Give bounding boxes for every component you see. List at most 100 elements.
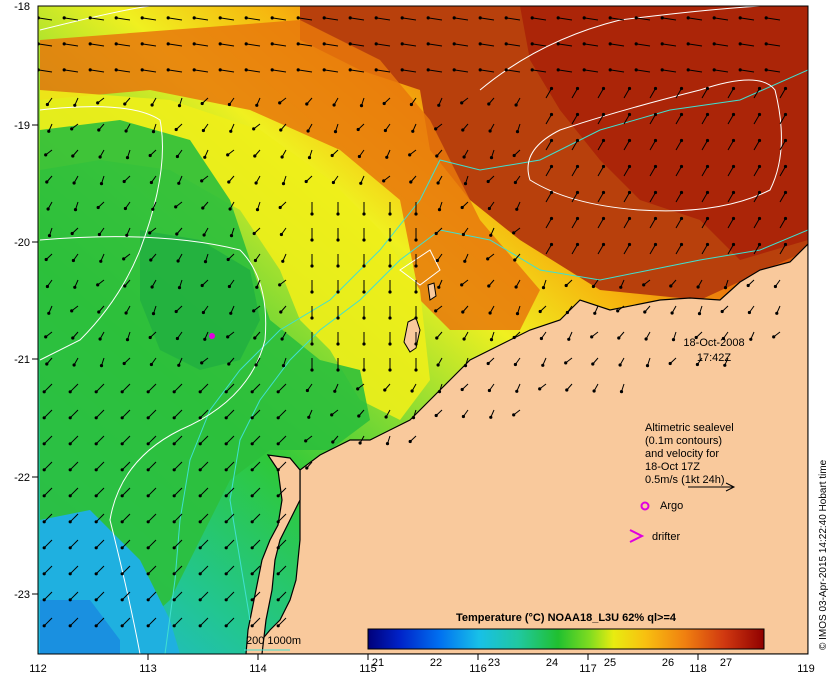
velocity-arrow	[545, 88, 552, 99]
velocity-arrow-head	[764, 42, 768, 46]
velocity-arrow	[147, 617, 157, 627]
velocity-arrow-head	[388, 316, 392, 320]
velocity-arrow-head	[515, 207, 519, 211]
velocity-arrow-head	[45, 362, 49, 366]
velocity-arrow-head	[489, 233, 493, 237]
velocity-arrow-head	[434, 413, 438, 418]
velocity-arrow-head	[426, 16, 430, 20]
velocity-arrow-head	[198, 416, 202, 420]
velocity-arrow-head	[252, 127, 256, 131]
velocity-arrow-head	[146, 442, 150, 446]
velocity-arrow-head	[434, 127, 438, 131]
velocity-arrow-head	[738, 16, 742, 20]
colorbar-label: 27	[720, 657, 732, 669]
velocity-arrow-head	[172, 546, 176, 550]
velocity-arrow-head	[434, 309, 438, 313]
lon-tick-label: 117	[579, 663, 597, 675]
velocity-arrow-head	[362, 238, 366, 242]
velocity-arrow	[251, 435, 261, 445]
velocity-arrow-head	[549, 138, 554, 143]
velocity-arrow	[558, 43, 573, 47]
velocity-arrow-head	[174, 309, 178, 314]
velocity-arrow-head	[749, 337, 753, 341]
velocity-arrow-head	[436, 363, 440, 367]
velocity-arrow	[142, 17, 157, 21]
velocity-arrow-head	[515, 389, 519, 393]
velocity-arrow	[649, 192, 656, 203]
velocity-arrow-head	[359, 104, 364, 108]
velocity-arrow-head	[68, 546, 72, 550]
velocity-arrow	[277, 461, 287, 471]
credit-text: © IMOS 03-Apr-2015 14:22:40 Hobart time	[818, 459, 829, 650]
velocity-arrow-head	[253, 154, 257, 158]
velocity-arrow	[753, 140, 760, 151]
velocity-arrow-head	[411, 416, 416, 420]
velocity-arrow-head	[94, 546, 98, 550]
velocity-arrow-head	[591, 362, 595, 366]
velocity-arrow-head	[73, 208, 78, 212]
velocity-arrow	[675, 140, 682, 151]
velocity-arrow	[688, 43, 703, 47]
velocity-arrow-head	[150, 103, 154, 107]
velocity-arrow-head	[564, 283, 568, 288]
velocity-arrow-head	[198, 520, 202, 524]
velocity-arrow-head	[362, 212, 366, 216]
velocity-arrow	[571, 140, 578, 151]
velocity-arrow	[173, 435, 183, 445]
velocity-arrow-head	[42, 624, 46, 628]
velocity-arrow-head	[686, 42, 690, 46]
velocity-arrow-head	[146, 494, 150, 498]
velocity-arrow-head	[634, 42, 638, 46]
velocity-arrow-head	[478, 16, 482, 20]
velocity-arrow	[402, 17, 417, 21]
small-island	[427, 282, 437, 301]
velocity-arrow-head	[362, 368, 366, 372]
velocity-arrow-head	[772, 335, 776, 339]
velocity-arrow-head	[94, 520, 98, 524]
velocity-arrow	[454, 69, 469, 73]
velocity-arrow	[727, 140, 734, 151]
velocity-arrow	[636, 69, 651, 73]
velocity-arrow	[675, 218, 682, 229]
velocity-arrow	[173, 539, 183, 549]
velocity-arrow-head	[250, 468, 254, 472]
velocity-arrow-head	[310, 368, 314, 372]
velocity-arrow-head	[94, 390, 98, 394]
velocity-arrow-head	[426, 42, 430, 46]
velocity-arrow	[220, 17, 235, 21]
velocity-arrow-head	[226, 153, 230, 157]
velocity-arrow	[597, 88, 604, 99]
velocity-arrow-head	[192, 42, 196, 46]
velocity-arrow-head	[202, 233, 206, 237]
velocity-arrow	[740, 69, 755, 73]
velocity-arrow-head	[731, 86, 736, 91]
drifter-label: drifter	[652, 531, 680, 543]
velocity-arrow-head	[227, 284, 231, 289]
velocity-arrow-head	[775, 311, 779, 315]
velocity-arrow-head	[68, 442, 72, 446]
velocity-arrow	[147, 383, 157, 393]
velocity-arrow-head	[388, 368, 392, 372]
velocity-arrow-head	[409, 102, 413, 107]
velocity-arrow	[43, 409, 53, 419]
colorbar-scale	[367, 628, 765, 650]
velocity-arrow-head	[538, 309, 542, 314]
velocity-arrow-head	[512, 153, 516, 158]
velocity-arrow-head	[270, 16, 274, 20]
velocity-arrow-head	[382, 101, 386, 106]
velocity-arrow-head	[627, 112, 632, 117]
velocity-arrow-head	[253, 336, 257, 340]
velocity-arrow-head	[414, 238, 418, 242]
velocity-arrow	[545, 166, 552, 177]
velocity-arrow-head	[757, 216, 762, 221]
velocity-arrow-head	[226, 257, 230, 262]
velocity-arrow-head	[670, 311, 674, 315]
velocity-arrow-head	[172, 468, 176, 472]
lat-axis: -18 -19 -20 -21 -22 -23	[14, 1, 38, 601]
warm-water-core	[520, 6, 808, 260]
velocity-arrow-head	[634, 68, 638, 72]
velocity-arrow-head	[229, 311, 233, 315]
velocity-arrow-head	[592, 389, 596, 393]
velocity-arrow-head	[731, 138, 736, 143]
velocity-arrow-head	[229, 234, 234, 238]
